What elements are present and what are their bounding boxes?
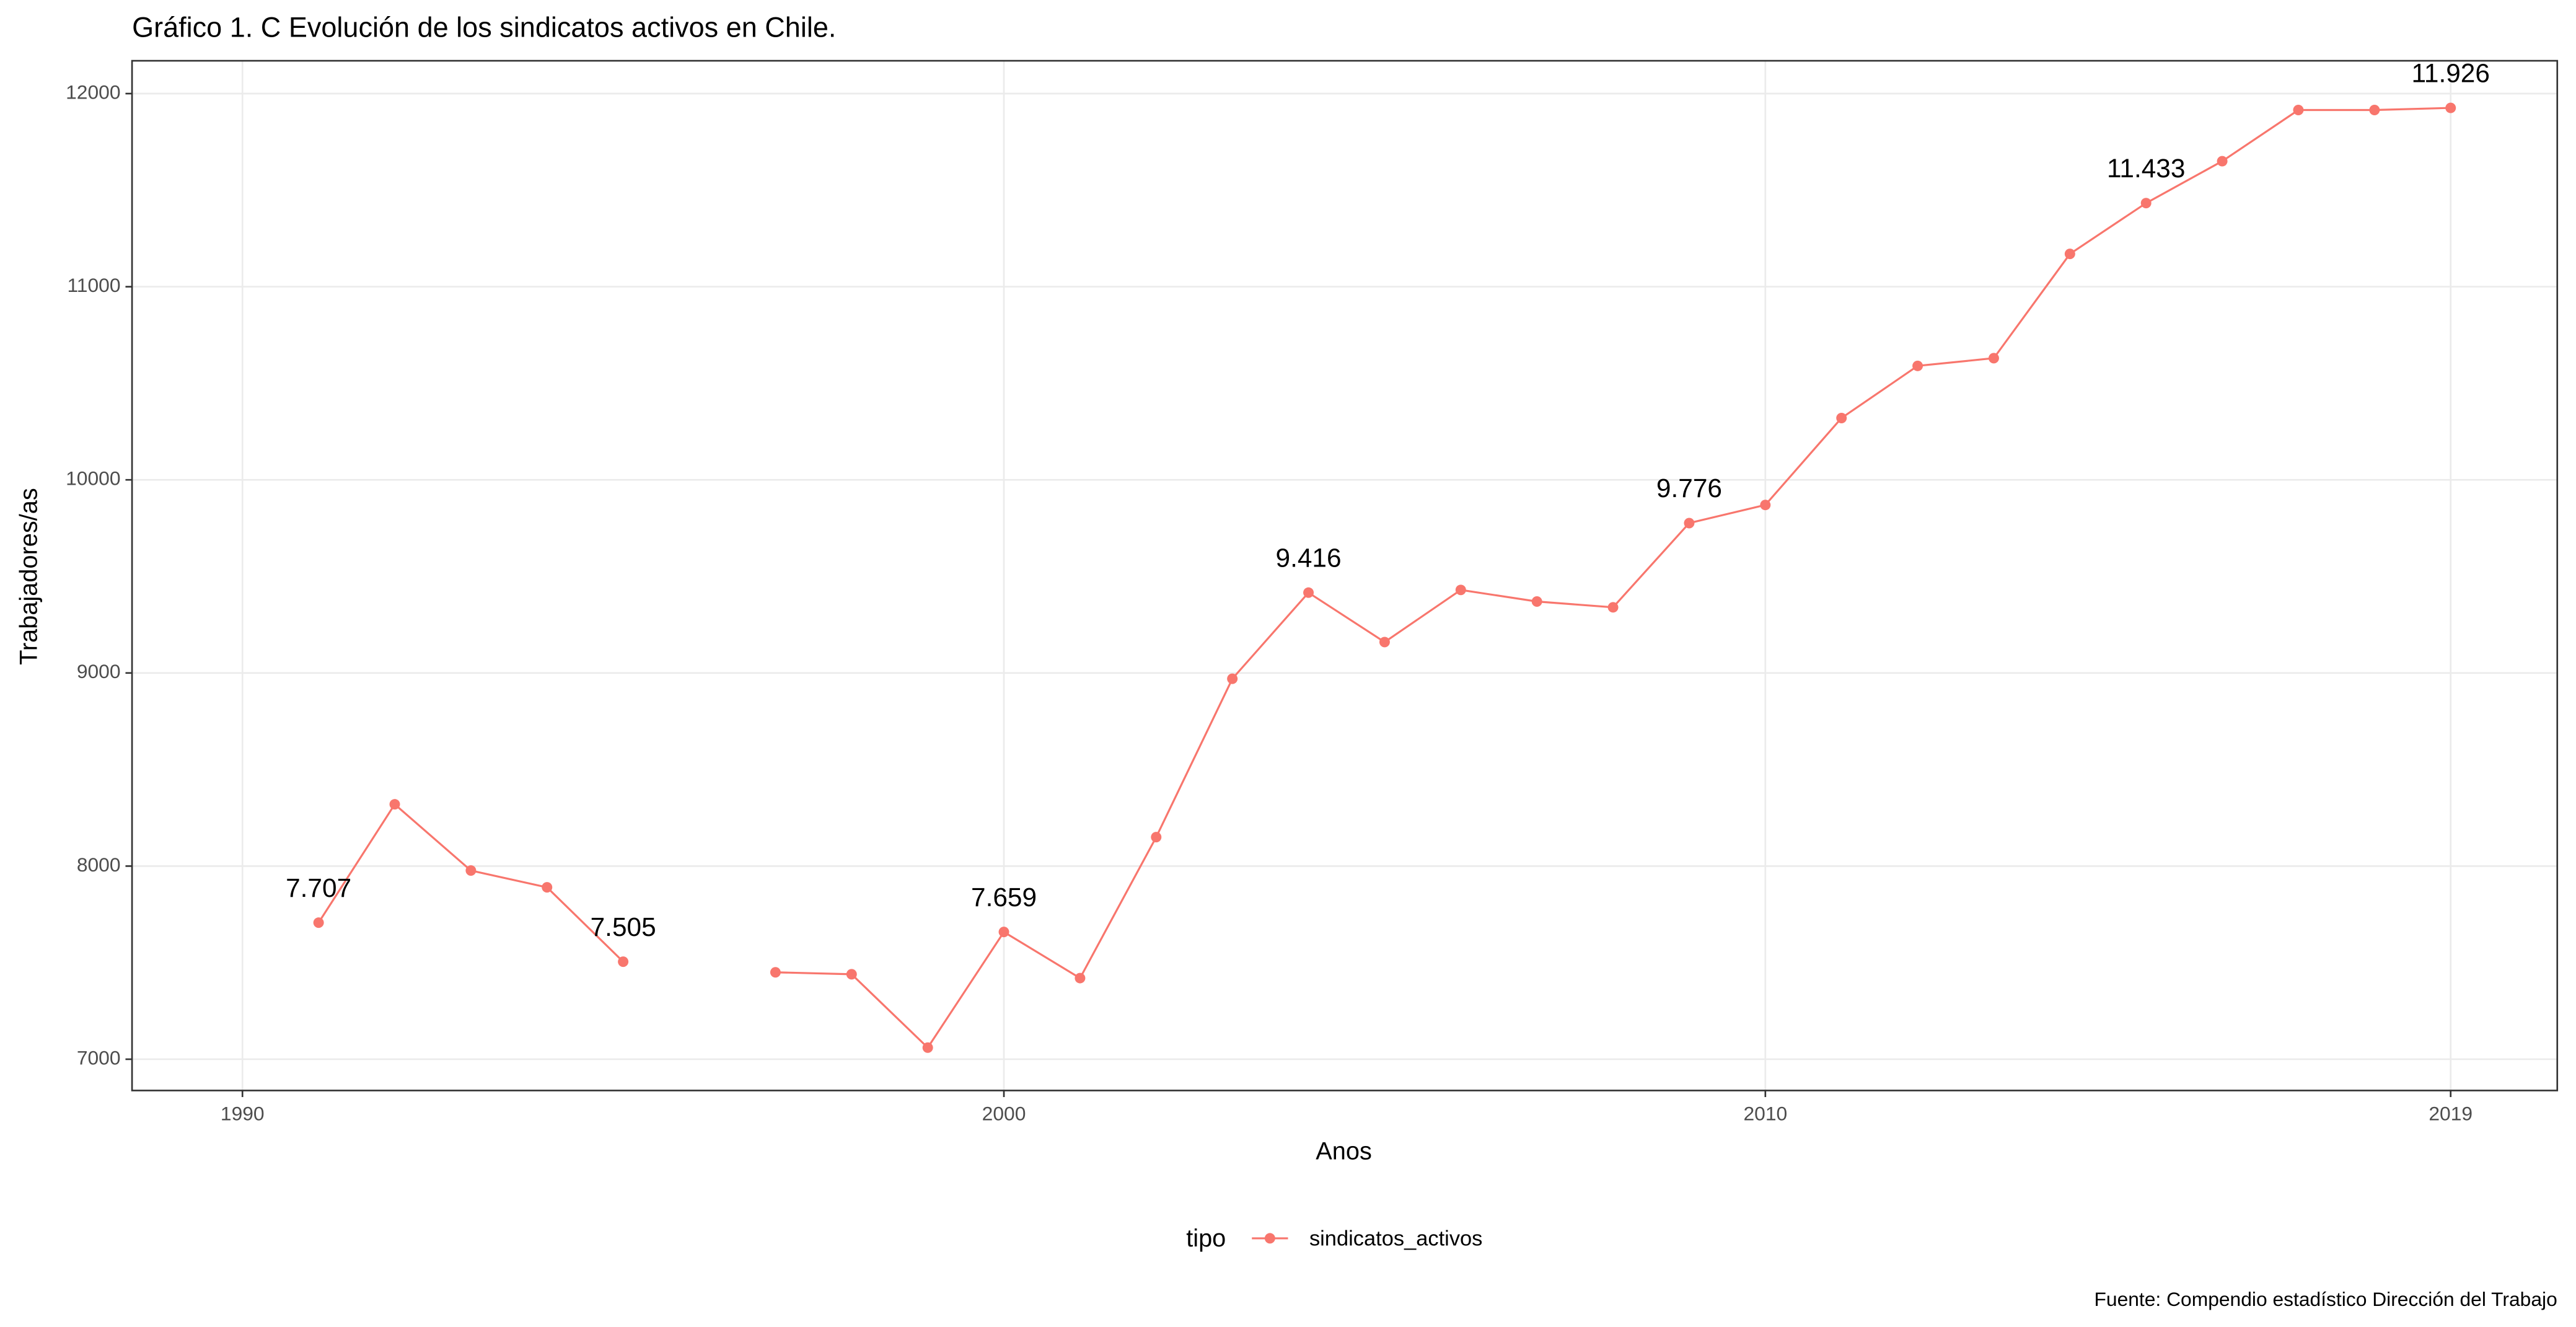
point xyxy=(465,865,477,876)
point xyxy=(1836,413,1847,423)
point xyxy=(1912,360,1923,371)
point xyxy=(1607,602,1619,613)
x-axis-label: Anos xyxy=(1316,1138,1372,1165)
point xyxy=(1075,972,1086,984)
point xyxy=(846,969,857,980)
y-tick-label: 7000 xyxy=(77,1046,121,1069)
line xyxy=(317,107,2451,1049)
y-tick-label: 10000 xyxy=(66,467,120,490)
chart-title: Gráfico 1. C Evolución de los sindicatos… xyxy=(132,12,836,43)
y-tick-label: 9000 xyxy=(77,660,121,682)
caption: Fuente: Compendio estadístico Dirección … xyxy=(2094,1288,2557,1310)
data-label: 7.505 xyxy=(591,912,656,941)
point xyxy=(389,799,400,810)
data-label: 9.416 xyxy=(1276,543,1342,572)
data-label: 11.926 xyxy=(2411,58,2489,87)
point xyxy=(542,882,553,893)
point xyxy=(998,927,1009,938)
point xyxy=(922,1042,933,1053)
point xyxy=(2140,198,2152,209)
y-tick-label: 11000 xyxy=(67,274,120,296)
point xyxy=(1379,637,1390,648)
plot-border xyxy=(131,60,2559,1091)
data-label: 9.776 xyxy=(1656,474,1722,503)
point xyxy=(2217,156,2228,167)
point xyxy=(2369,105,2380,115)
point xyxy=(1455,584,1466,596)
x-tick-label: 2010 xyxy=(1743,1103,1787,1125)
point xyxy=(1151,832,1162,843)
legend-key-point xyxy=(1264,1233,1275,1244)
data-label: 7.707 xyxy=(286,873,351,902)
point xyxy=(2293,105,2304,115)
point xyxy=(770,967,781,978)
point xyxy=(1227,673,1238,684)
x-tick-label: 2019 xyxy=(2429,1103,2473,1125)
data-label: 11.433 xyxy=(2107,154,2185,183)
x-tick-label: 1990 xyxy=(221,1103,265,1125)
legend-title: tipo xyxy=(1186,1225,1226,1252)
point xyxy=(2445,102,2456,113)
point xyxy=(1760,500,1771,511)
y-tick-label: 8000 xyxy=(77,853,121,876)
point xyxy=(1988,353,1999,364)
point xyxy=(1684,518,1695,529)
point xyxy=(313,917,324,928)
point xyxy=(618,956,629,968)
legend-label: sindicatos_activos xyxy=(1309,1227,1482,1251)
y-axis-label: Trabajadores/as xyxy=(15,488,42,665)
point xyxy=(2064,249,2075,260)
point xyxy=(1531,596,1542,607)
data-label: 7.659 xyxy=(971,883,1037,912)
x-tick-label: 2000 xyxy=(982,1103,1026,1125)
point xyxy=(1303,587,1314,598)
y-tick-label: 12000 xyxy=(66,81,120,103)
